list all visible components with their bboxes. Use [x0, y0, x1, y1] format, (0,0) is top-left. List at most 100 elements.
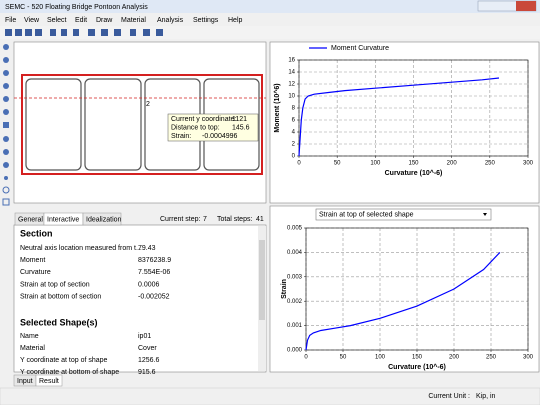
chart-panel	[269, 41, 540, 204]
bottom-tab-label[interactable]: Input	[17, 378, 33, 385]
y-tick-label: 0.002	[287, 299, 303, 305]
x-tick-label: 100	[370, 161, 381, 167]
y-tick-label: 0.000	[287, 348, 303, 354]
y-tick-label: 2	[292, 142, 296, 148]
row-label: Material	[20, 345, 45, 352]
scroll-thumb[interactable]	[259, 240, 265, 320]
x-tick-label: 150	[412, 355, 423, 361]
row-value: 915.6	[138, 369, 156, 376]
title-bar	[0, 0, 540, 13]
row-label: Curvature	[20, 269, 51, 276]
bottom-tab-label[interactable]: Result	[39, 378, 59, 385]
x-tick-label: 100	[375, 355, 386, 361]
unit-value[interactable]: Kip, in	[476, 393, 496, 400]
x-tick-label: 250	[485, 161, 496, 167]
unit-label: Current Unit :	[428, 393, 470, 400]
row-value: 1256.6	[138, 357, 160, 364]
menu-item[interactable]: Draw	[96, 17, 113, 24]
menu-item[interactable]: Material	[121, 17, 146, 24]
y-tick-label: 0.001	[287, 323, 303, 329]
row-value: 0.0006	[138, 281, 160, 288]
x-tick-label: 200	[449, 355, 460, 361]
tooltip	[167, 113, 259, 142]
row-value: 7.554E-06	[138, 269, 170, 276]
result-selector[interactable]	[315, 208, 492, 221]
menu-item[interactable]: Settings	[193, 17, 219, 24]
info-panel	[13, 224, 267, 373]
y-tick-label: 16	[288, 58, 295, 64]
row-label: Y coordinate at top of shape	[20, 357, 108, 364]
x-tick-label: 300	[523, 355, 534, 361]
status-bar	[0, 387, 540, 405]
y-tick-label: 0.004	[287, 250, 303, 256]
y-tick-label: 0.003	[287, 274, 303, 280]
y-tick-label: 10	[288, 94, 295, 100]
y-tick-label: 4	[292, 130, 296, 136]
x-tick-label: 200	[447, 161, 458, 167]
tooltip-value: 145.6	[232, 124, 250, 131]
tooltip-value: 1121	[232, 116, 247, 123]
y-axis-label: Strain	[281, 279, 288, 299]
y-tick-label: 6	[292, 118, 296, 124]
toolbar-icons	[5, 29, 163, 36]
data-line	[298, 77, 500, 157]
tab-label[interactable]: General	[18, 216, 43, 223]
close-button[interactable]	[516, 1, 536, 11]
result-selector-text[interactable]: Strain at top of selected shape	[319, 211, 414, 218]
y-tick-label: 0	[292, 154, 296, 160]
dropdown-arrow[interactable]	[483, 213, 487, 216]
row-label: Moment	[20, 257, 45, 264]
x-tick-label: 300	[523, 161, 534, 167]
menu-item[interactable]: Edit	[75, 17, 87, 24]
window-title: SEMC - 520 Floating Bridge Pontoon Analy…	[5, 4, 148, 11]
row-value: 8376238.9	[138, 257, 171, 264]
row-value: -0.002052	[138, 294, 170, 301]
step-label: Current step:	[160, 216, 201, 223]
x-axis-label: Curvature (10^-6)	[385, 169, 443, 177]
x-tick-label: 50	[340, 355, 347, 361]
section-title: Selected Shape(s)	[20, 317, 98, 327]
side-toolbar	[2, 44, 10, 206]
y-tick-label: 8	[292, 106, 296, 112]
tooltip-label: Strain:	[171, 133, 191, 140]
row-value: 79.43	[138, 245, 156, 252]
menu-item[interactable]: Help	[228, 17, 243, 24]
x-tick-label: 50	[334, 161, 341, 167]
row-label: Neutral axis location measured from t...	[20, 245, 142, 252]
menu-item[interactable]: Analysis	[157, 17, 184, 24]
x-tick-label: 0	[297, 161, 301, 167]
shape-label: 2	[146, 101, 150, 108]
y-tick-label: 12	[288, 82, 295, 88]
menu-item[interactable]: Select	[47, 17, 67, 24]
y-tick-label: 14	[288, 70, 295, 76]
data-line	[305, 251, 501, 351]
row-value: Cover	[138, 345, 157, 352]
total-value: 41	[256, 216, 264, 223]
tab[interactable]	[82, 212, 122, 226]
chart-panel	[269, 205, 540, 373]
x-tick-label: 0	[304, 355, 308, 361]
bottom-tab[interactable]	[35, 374, 63, 387]
plot-frame	[305, 227, 529, 351]
row-label: Name	[20, 333, 39, 340]
tab-label[interactable]: Idealization	[86, 216, 122, 223]
tooltip-value: -0.0004996	[202, 133, 238, 140]
x-axis-label: Curvature (10^-6)	[388, 363, 446, 371]
row-value: ip01	[138, 333, 151, 340]
tab-label[interactable]: Interactive	[47, 216, 79, 223]
row-label: Y coordinate at bottom of shape	[20, 369, 119, 376]
tooltip-label: Distance to top:	[171, 124, 220, 131]
plot-frame	[298, 59, 529, 157]
x-tick-label: 150	[408, 161, 419, 167]
y-axis-label: Moment (10^6)	[273, 83, 281, 132]
toolbar	[0, 26, 540, 39]
section-title: Section	[20, 228, 53, 238]
menu-item[interactable]: View	[24, 17, 40, 24]
row-label: Strain at bottom of section	[20, 294, 101, 301]
tooltip-label: Current y coordinate:	[171, 116, 236, 123]
menu-item[interactable]: File	[5, 17, 16, 24]
step-value: 7	[203, 216, 207, 223]
row-label: Strain at top of section	[20, 281, 90, 288]
